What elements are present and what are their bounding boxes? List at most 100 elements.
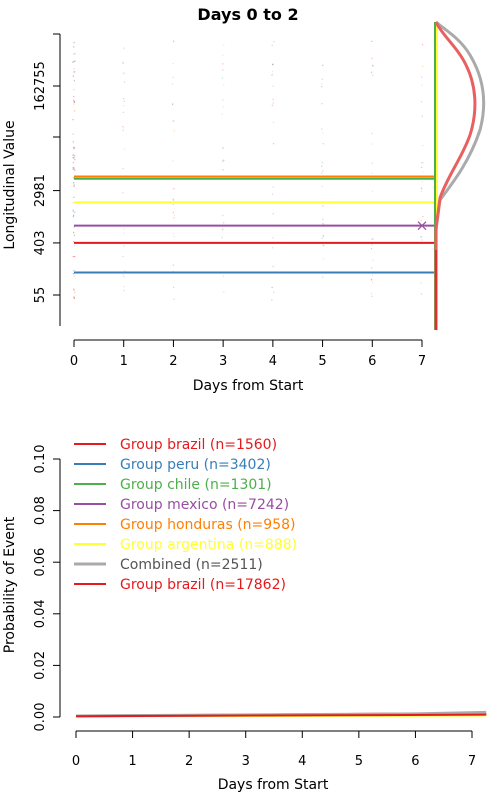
scatter-point bbox=[73, 41, 75, 44]
scatter-point bbox=[123, 73, 125, 75]
scatter-point bbox=[123, 245, 125, 247]
scatter-point bbox=[73, 89, 75, 91]
x-tick-label: 4 bbox=[269, 354, 277, 369]
legend-label: Combined (n=2511) bbox=[120, 557, 263, 573]
scatter-point bbox=[73, 80, 76, 82]
scatter-point bbox=[222, 69, 224, 71]
scatter-point bbox=[420, 76, 423, 78]
scatter-point bbox=[172, 40, 175, 42]
scatter-point bbox=[73, 226, 75, 228]
scatter-point bbox=[73, 297, 75, 299]
x-tick-label: 1 bbox=[128, 754, 136, 769]
scatter-point bbox=[422, 215, 424, 218]
scatter-point bbox=[322, 143, 324, 145]
scatter-point bbox=[72, 141, 74, 143]
legend-label: Group honduras (n=958) bbox=[120, 517, 295, 533]
y-tick-label: 0.08 bbox=[33, 496, 48, 525]
scatter-point bbox=[223, 291, 225, 293]
scatter-point bbox=[172, 264, 174, 266]
scatter-point bbox=[371, 162, 373, 164]
scatter-point bbox=[371, 132, 373, 134]
scatter-point bbox=[371, 57, 373, 60]
scatter-point bbox=[420, 188, 423, 190]
scatter-point bbox=[74, 60, 76, 62]
scatter-point bbox=[72, 273, 75, 275]
scatter-point bbox=[73, 157, 75, 159]
scatter-point bbox=[73, 53, 75, 55]
scatter-point bbox=[272, 85, 274, 87]
scatter-point bbox=[122, 167, 124, 170]
x-tick-label: 4 bbox=[298, 754, 306, 769]
scatter-point bbox=[421, 43, 424, 46]
scatter-point bbox=[371, 267, 373, 269]
scatter-point bbox=[371, 295, 373, 297]
scatter-point bbox=[73, 95, 75, 98]
scatter-point bbox=[223, 44, 225, 46]
scatter-point bbox=[272, 237, 274, 239]
scatter-point bbox=[421, 190, 423, 192]
scatter-point bbox=[123, 275, 125, 278]
y-tick-label: 0.06 bbox=[33, 548, 48, 577]
scatter-point bbox=[73, 275, 75, 277]
scatter-point bbox=[172, 198, 174, 200]
scatter-point bbox=[420, 166, 423, 169]
scatter-point bbox=[73, 269, 75, 272]
scatter-point bbox=[421, 65, 424, 67]
scatter-point bbox=[421, 115, 423, 117]
scatter-point bbox=[72, 166, 74, 169]
scatter-point bbox=[122, 111, 125, 113]
x-tick-label: 0 bbox=[72, 754, 80, 769]
scatter-point bbox=[72, 210, 74, 213]
scatter-point bbox=[222, 54, 224, 56]
scatter-point bbox=[74, 291, 76, 293]
scatter-point bbox=[74, 211, 76, 213]
scatter-point bbox=[222, 214, 224, 216]
scatter-point bbox=[123, 81, 126, 83]
scatter-point bbox=[271, 299, 273, 301]
scatter-point bbox=[173, 130, 175, 132]
scatter-point bbox=[123, 228, 125, 230]
scatter-point bbox=[372, 259, 374, 261]
scatter-point bbox=[73, 182, 75, 184]
scatter-point bbox=[222, 147, 224, 149]
scatter-point bbox=[123, 100, 125, 102]
scatter-point bbox=[72, 61, 74, 63]
scatter-point bbox=[73, 148, 75, 150]
scatter-point bbox=[172, 233, 175, 235]
scatter-point bbox=[321, 85, 323, 88]
scatter-point bbox=[172, 76, 174, 78]
scatter-point bbox=[271, 286, 274, 289]
y-tick-label: 2981 bbox=[33, 174, 48, 207]
y-axis-label: Probability of Event bbox=[2, 516, 18, 653]
scatter-point bbox=[222, 63, 224, 65]
scatter-point bbox=[73, 42, 76, 44]
scatter-point bbox=[221, 229, 223, 231]
legend-label: Group argentina (n=888) bbox=[120, 537, 297, 553]
legend: Group brazil (n=1560) Group peru (n=3402)… bbox=[74, 437, 297, 593]
scatter-point bbox=[171, 103, 174, 105]
scatter-point bbox=[72, 168, 74, 170]
y-tick-label: 0.04 bbox=[33, 599, 48, 628]
scatter-point bbox=[322, 235, 324, 237]
scatter-point bbox=[72, 255, 74, 258]
density-curve bbox=[434, 20, 486, 330]
scatter-point bbox=[73, 289, 75, 291]
scatter-point bbox=[223, 84, 225, 86]
scatter-point bbox=[72, 75, 74, 77]
scatter-point bbox=[322, 258, 325, 260]
scatter-point bbox=[73, 196, 75, 198]
scatter-point bbox=[221, 77, 224, 79]
scatter-point bbox=[272, 186, 274, 188]
scatter-point bbox=[73, 71, 75, 73]
y-tick-label: 55 bbox=[33, 287, 48, 304]
scatter-point bbox=[173, 236, 175, 238]
legend-label: Group chile (n=1301) bbox=[120, 477, 272, 493]
x-tick-label: 6 bbox=[411, 754, 419, 769]
scatter-point bbox=[273, 40, 275, 43]
legend-label: Group mexico (n=7242) bbox=[120, 497, 289, 513]
x-tick-label: 1 bbox=[120, 354, 128, 369]
x-axis-label: Days from Start bbox=[218, 777, 329, 793]
scatter-point bbox=[172, 62, 174, 65]
scatter-point bbox=[72, 214, 75, 216]
scatter-point bbox=[74, 60, 76, 62]
